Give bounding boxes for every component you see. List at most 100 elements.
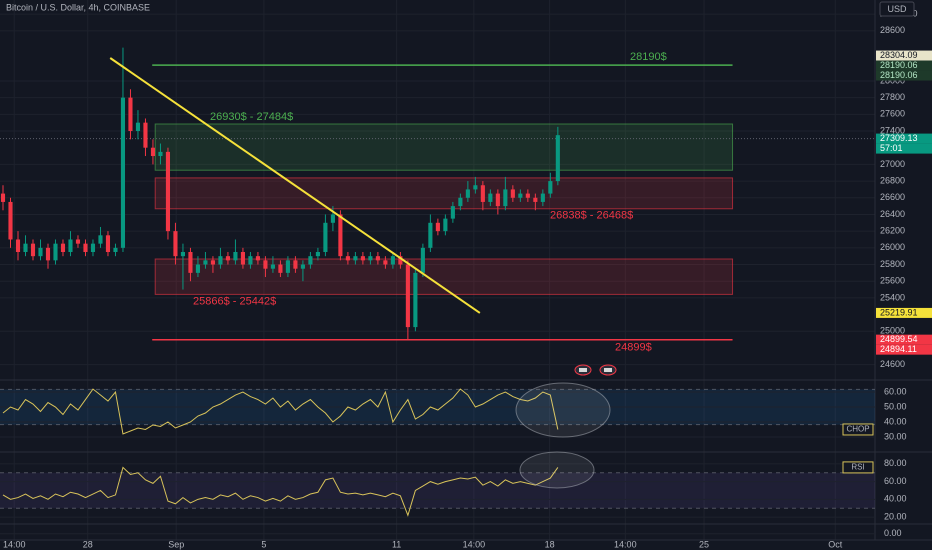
zone: [154, 258, 734, 295]
candle-body: [165, 151, 171, 232]
indicator-name: RSI: [851, 463, 864, 472]
candle-body: [435, 222, 440, 232]
candle-body: [210, 260, 216, 265]
candle-body: [300, 264, 305, 269]
candle-body: [315, 252, 320, 257]
y-tick-label: 25000: [880, 326, 905, 336]
zone: [154, 123, 734, 171]
price-label: 24894.11: [880, 344, 917, 354]
highlight: [515, 382, 611, 438]
candle-body: [45, 247, 51, 261]
indicator-tick-label: 60.00: [884, 386, 907, 396]
level-label: 24899$: [615, 342, 652, 354]
x-tick-label: Oct: [828, 539, 843, 549]
indicator-line: [2, 388, 559, 435]
bottom-tick-label: 0.00: [884, 528, 902, 538]
indicator-tick-label: 60.00: [884, 476, 907, 486]
candle-body: [353, 256, 358, 261]
candle-body: [525, 193, 530, 198]
x-tick-label: 5: [261, 539, 266, 549]
candle-body: [420, 247, 425, 273]
y-tick-label: 28600: [880, 25, 905, 35]
y-tick-label: 26000: [880, 242, 905, 252]
price-label: 27309.13: [880, 133, 918, 143]
y-tick-label: 26800: [880, 175, 905, 185]
indicator-name: CHOP: [846, 425, 869, 434]
zone: [154, 177, 734, 210]
candle-body: [323, 222, 328, 252]
price-label-box: [876, 334, 932, 345]
candle-body: [308, 256, 313, 265]
price-label-box: [876, 70, 932, 81]
candle-body: [278, 264, 283, 273]
price-label-box: [876, 344, 932, 355]
candle-body: [75, 239, 81, 244]
candle-body: [533, 197, 538, 202]
y-tick-label: 25400: [880, 292, 905, 302]
candle-body: [263, 260, 268, 269]
price-label-box: [876, 133, 932, 144]
candle-body: [473, 185, 478, 190]
candle-body: [540, 193, 545, 202]
candle-body: [458, 197, 463, 207]
indicator-tick-label: 40.00: [884, 494, 907, 504]
highlight: [519, 451, 595, 489]
y-tick-label: 24600: [880, 359, 905, 369]
candle-body: [413, 272, 418, 328]
candle-body: [465, 189, 470, 198]
currency-button[interactable]: [879, 1, 915, 17]
x-tick-label: 11: [392, 539, 401, 549]
x-tick-label: 14:00: [3, 539, 26, 549]
candle-body: [120, 97, 126, 248]
candle-body: [285, 260, 290, 273]
y-tick-label: 26400: [880, 209, 905, 219]
candle-body: [23, 243, 28, 252]
candle-body: [383, 260, 388, 265]
indicator-name-box: [842, 423, 874, 436]
y-tick-label: 27400: [880, 125, 905, 135]
candle-body: [338, 214, 343, 257]
price-label: 28304.09: [880, 50, 918, 60]
indicator-tick-label: 20.00: [884, 511, 907, 521]
indicator-name-box: [842, 461, 874, 474]
candle-body: [233, 252, 238, 261]
candle-body: [398, 256, 403, 265]
y-tick-label: 25600: [880, 276, 905, 286]
candle-body: [90, 243, 96, 252]
candle-body: [128, 97, 133, 132]
candle-body: [158, 151, 163, 157]
x-tick-label: Sep: [168, 539, 184, 549]
level-label: 28190$: [630, 51, 667, 63]
price-axis: 14:00 28 Sep 5 11 14:00 18 14:00 25 Oct 24600 25000…: [3, 9, 932, 549]
candle-body: [503, 189, 508, 207]
candle-body: [143, 122, 148, 148]
candle-body: [203, 260, 208, 265]
trendline: [109, 57, 481, 314]
x-tick-label: 14:00: [463, 539, 486, 549]
indicator-tick-label: 80.00: [884, 458, 907, 468]
x-tick-label: 28: [83, 539, 93, 549]
candle-body: [443, 218, 448, 232]
indicator-tick-label: 40.00: [884, 416, 907, 426]
price-label-box: [876, 307, 932, 318]
y-tick-label: 25800: [880, 259, 905, 269]
candle-body: [150, 147, 156, 157]
price-pane: 26930$ - 27484$ 26838$ - 26468$ 25866$ - 2…: [0, 47, 875, 354]
candle-body: [195, 264, 201, 273]
indicator-tick-label: 30.00: [884, 431, 907, 441]
countdown: 57:01: [880, 143, 903, 153]
candle-body: [390, 256, 395, 265]
y-tick-label: 27800: [880, 92, 905, 102]
candle-body: [180, 252, 186, 257]
price-label: 24899.54: [880, 334, 918, 344]
candle-body: [60, 243, 66, 252]
candle-body: [188, 252, 193, 273]
candle-body: [83, 243, 88, 252]
candle-body: [360, 256, 365, 261]
countdown-box: [876, 143, 932, 154]
candle-body: [38, 247, 43, 257]
candle-body: [405, 264, 410, 328]
candle-body: [68, 239, 73, 252]
candle-body: [428, 222, 433, 248]
